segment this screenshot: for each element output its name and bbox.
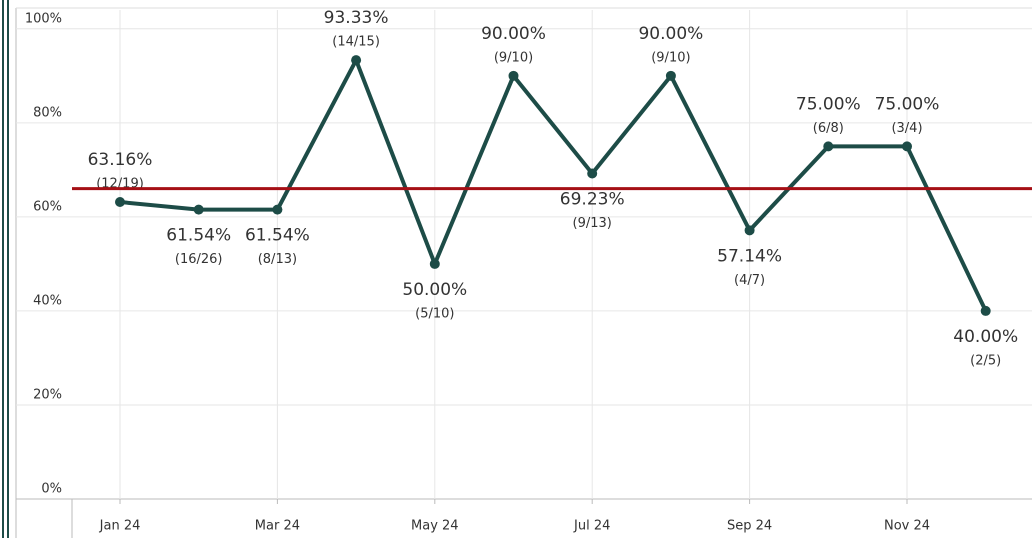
- data-point: [272, 204, 283, 215]
- x-tick-label: Mar 24: [255, 519, 300, 534]
- count-label: (6/8): [813, 121, 844, 136]
- x-tick-label: Nov 24: [884, 519, 930, 534]
- y-tick-label: 0%: [41, 482, 62, 497]
- data-point: [351, 55, 362, 66]
- data-point: [980, 305, 991, 316]
- data-point: [823, 141, 834, 152]
- value-label: 40.00%: [953, 327, 1018, 347]
- count-label: (5/10): [415, 306, 454, 321]
- count-label: (9/10): [651, 50, 690, 65]
- value-label: 61.54%: [166, 226, 231, 246]
- count-label: (9/10): [494, 50, 533, 65]
- value-label: 75.00%: [875, 94, 940, 114]
- value-label: 90.00%: [638, 24, 703, 44]
- count-label: (8/13): [258, 252, 297, 267]
- y-tick-label: 80%: [33, 105, 62, 120]
- count-label: (14/15): [332, 35, 380, 50]
- count-label: (9/13): [573, 216, 612, 231]
- data-point: [193, 204, 204, 215]
- count-label: (2/5): [970, 353, 1001, 368]
- x-tick-label: Sep 24: [727, 519, 772, 534]
- value-label: 63.16%: [88, 150, 153, 170]
- y-tick-label: 40%: [33, 293, 62, 308]
- count-label: (4/7): [734, 273, 765, 288]
- x-tick-label: Jul 24: [573, 519, 610, 534]
- value-label: 61.54%: [245, 226, 310, 246]
- value-label: 69.23%: [560, 189, 625, 209]
- x-tick-label: Jan 24: [99, 519, 141, 534]
- value-label: 57.14%: [717, 246, 782, 266]
- data-point: [902, 141, 912, 152]
- data-point: [744, 225, 755, 236]
- count-label: (16/26): [175, 252, 223, 267]
- y-tick-label: 20%: [33, 387, 62, 402]
- value-label: 90.00%: [481, 24, 546, 44]
- data-point: [587, 168, 598, 179]
- y-tick-label: 60%: [33, 199, 62, 214]
- data-point: [115, 197, 125, 208]
- y-tick-label: 100%: [25, 11, 62, 26]
- data-point: [508, 70, 519, 81]
- value-label: 93.33%: [324, 8, 389, 28]
- data-line: [119, 58, 988, 312]
- count-label: (3/4): [891, 121, 922, 136]
- data-point: [429, 258, 440, 269]
- x-tick-label: May 24: [411, 519, 459, 534]
- value-label: 50.00%: [402, 280, 467, 300]
- data-point: [665, 70, 676, 81]
- value-label: 75.00%: [796, 94, 861, 114]
